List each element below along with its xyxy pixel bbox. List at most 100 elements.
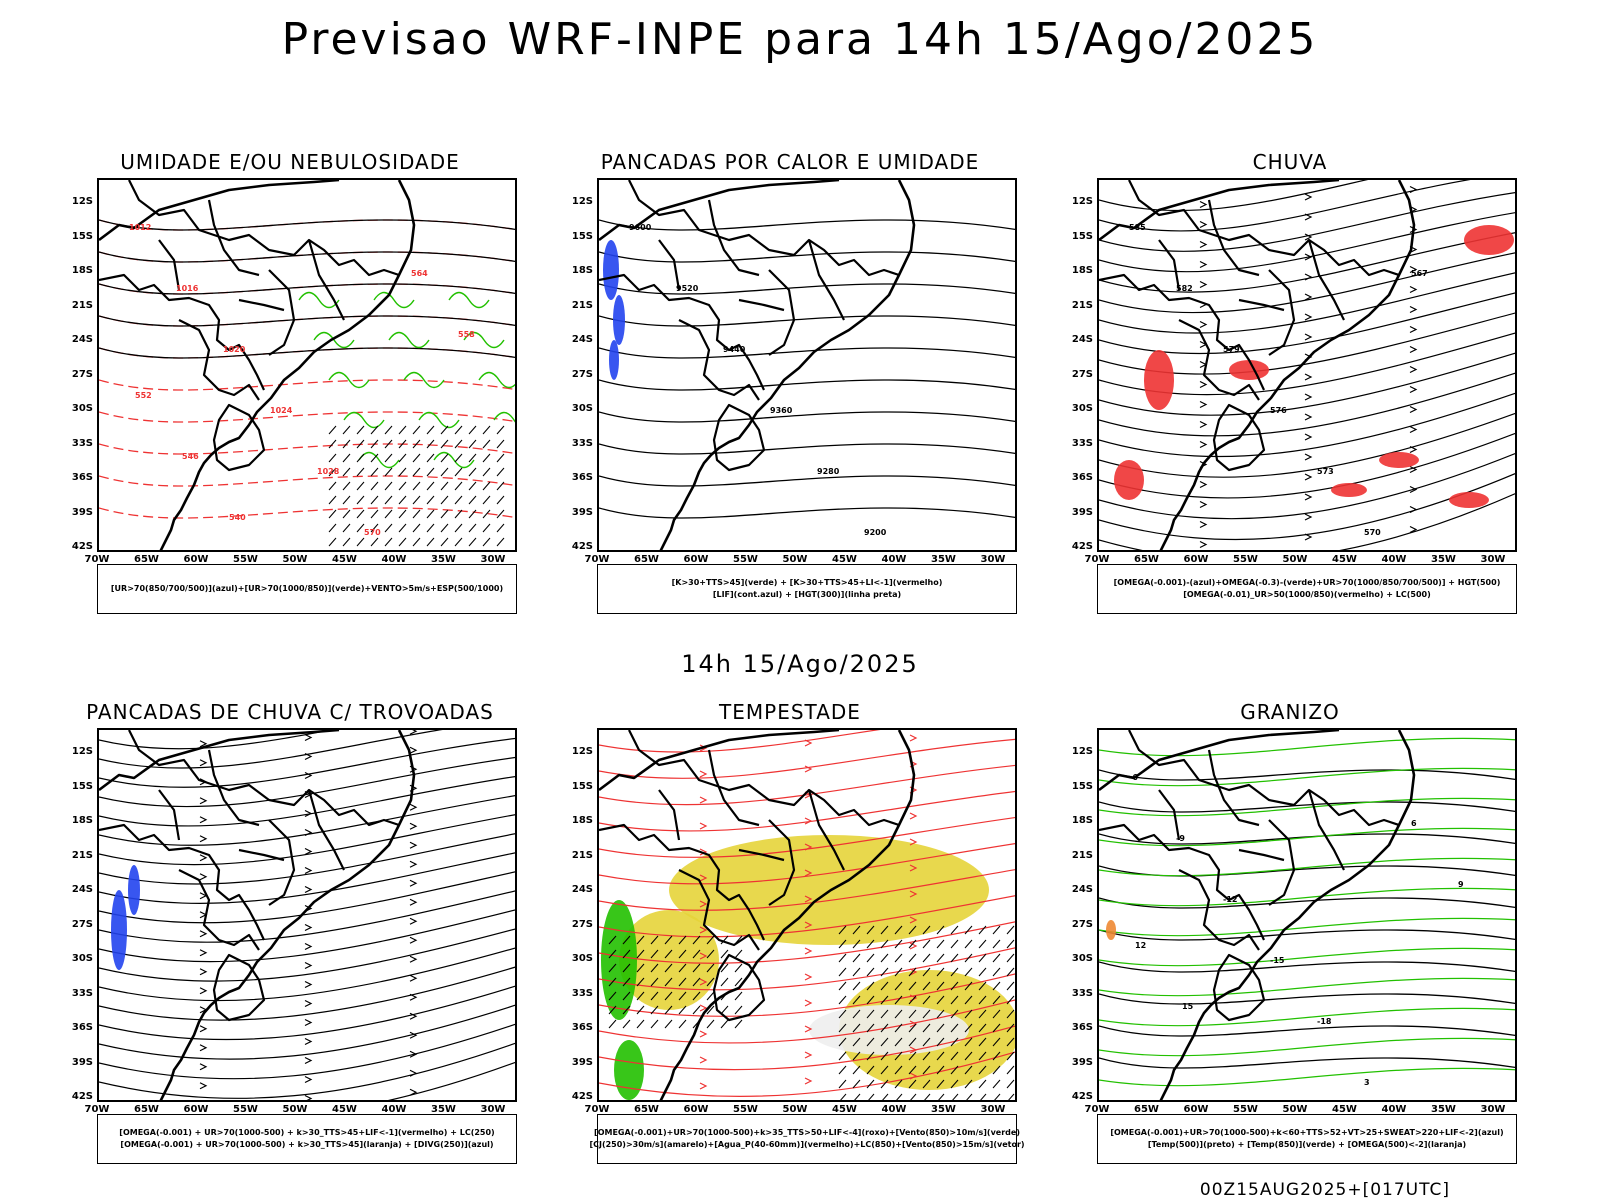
wind-vector xyxy=(852,939,861,949)
wind-vector xyxy=(936,1079,945,1089)
streamline xyxy=(388,1061,515,1100)
wind-vector xyxy=(852,1037,861,1047)
wind-vector xyxy=(964,953,973,963)
flow-arrow xyxy=(409,1031,418,1039)
wind-vector xyxy=(692,949,701,959)
streamline xyxy=(99,833,515,885)
wind-vector xyxy=(866,925,875,935)
temp850-contour xyxy=(1099,887,1515,907)
wind-vector xyxy=(384,537,393,547)
panel-legend: [K>30+TTS>45](verde) + [K>30+TTS>45+LI<-… xyxy=(597,564,1017,614)
streamline xyxy=(599,730,881,753)
flow-arrow xyxy=(409,803,418,811)
flow-arrow xyxy=(199,797,208,805)
wind-vector xyxy=(440,481,449,491)
isoline-label: 558 xyxy=(458,330,475,339)
wind-vector xyxy=(692,991,701,1001)
wind-vector xyxy=(706,935,715,945)
flow-arrow xyxy=(1304,493,1313,501)
streamline xyxy=(599,843,1015,885)
flow-arrow xyxy=(409,730,418,735)
longitude-label: 60W xyxy=(1183,1104,1209,1115)
longitude-label: 45W xyxy=(1332,554,1357,565)
wind-vector xyxy=(412,481,421,491)
wind-vector xyxy=(384,425,393,435)
wind-vector xyxy=(342,467,351,477)
isoline xyxy=(599,283,1015,295)
latitude-label: 42S xyxy=(1071,1091,1093,1102)
wind-vector xyxy=(838,1023,847,1033)
panel-title: PANCADAS POR CALOR E UMIDADE xyxy=(600,150,980,174)
map-canvas: 9600 9520 9440 9360 9280 9200 xyxy=(599,180,1015,550)
isoline xyxy=(99,315,515,327)
wind-vector xyxy=(622,1005,631,1015)
wind-vector xyxy=(992,1037,1001,1047)
flow-arrow xyxy=(304,942,313,951)
streamline xyxy=(599,895,1015,938)
isoline-label: -18 xyxy=(1317,1017,1332,1026)
wind-vector xyxy=(440,467,449,477)
wind-vector xyxy=(720,949,729,959)
flow-arrow xyxy=(1199,440,1208,449)
country-border xyxy=(238,848,285,862)
isoline xyxy=(599,347,1015,359)
flow-arrow xyxy=(199,968,208,976)
wind-vector xyxy=(1006,925,1015,935)
flow-arrow xyxy=(1409,405,1418,414)
latitude-label: 42S xyxy=(71,1091,93,1102)
wind-vector xyxy=(866,1079,875,1089)
wind-vector xyxy=(370,439,379,449)
longitude-label: 45W xyxy=(332,554,357,565)
wind-vector xyxy=(908,981,917,991)
flow-arrow xyxy=(409,746,418,754)
temp850-contour xyxy=(1099,947,1515,967)
wind-vector xyxy=(950,953,959,963)
flow-arrow xyxy=(1199,320,1208,329)
wind-vector xyxy=(880,953,889,963)
flow-arrow xyxy=(1409,265,1418,274)
wind-vector xyxy=(440,453,449,463)
country-border xyxy=(707,199,760,277)
shaded-area xyxy=(1449,492,1489,508)
wind-vector xyxy=(992,1079,1001,1089)
wind-vector xyxy=(412,495,421,505)
flow-arrow xyxy=(699,1082,708,1090)
wind-vector xyxy=(608,1005,617,1015)
latitude-label: 18S xyxy=(571,815,593,826)
wind-vector xyxy=(894,1009,903,1019)
wind-vector xyxy=(950,981,959,991)
wind-vector xyxy=(426,495,435,505)
isoline xyxy=(599,475,1015,487)
flow-arrow xyxy=(1409,285,1418,294)
isoline-label: 579 xyxy=(1223,345,1240,354)
panel-umidade: UMIDADE E/OU NEBULOSIDADE 12S 15S 18S 21S 24S… xyxy=(55,150,525,640)
wind-vector xyxy=(384,509,393,519)
wind-vector xyxy=(910,1093,917,1100)
wind-vector xyxy=(964,981,973,991)
panel-pancadas-calor: PANCADAS POR CALOR E UMIDADE 12S 15S 18S 21S… xyxy=(555,150,1025,640)
wind-vector xyxy=(894,925,903,935)
wind-vector xyxy=(964,939,973,949)
wind-vector xyxy=(880,939,889,949)
isoline xyxy=(99,379,515,391)
temp850-contour xyxy=(1099,857,1515,877)
country-border xyxy=(99,273,265,391)
flow-arrow xyxy=(1199,260,1208,269)
wind-vector xyxy=(468,467,477,477)
country-border xyxy=(1178,319,1260,401)
wind-vector xyxy=(894,1023,903,1033)
legend-line: [OMEGA(-0.01)_UR>50(1000/850)(vermelho) … xyxy=(1183,590,1431,599)
wind-vector xyxy=(880,1079,889,1089)
wind-vector xyxy=(894,939,903,949)
flow-arrow xyxy=(1304,533,1313,541)
country-border xyxy=(738,298,785,312)
country-border xyxy=(678,319,760,401)
flow-arrow xyxy=(699,1030,708,1038)
wind-vector xyxy=(426,467,435,477)
wind-vector xyxy=(692,935,701,945)
country-border xyxy=(212,953,266,1022)
country-border xyxy=(178,319,260,401)
latitude-label: 36S xyxy=(1071,1022,1093,1033)
latitude-label: 18S xyxy=(71,815,93,826)
latitude-label: 18S xyxy=(1071,265,1093,276)
